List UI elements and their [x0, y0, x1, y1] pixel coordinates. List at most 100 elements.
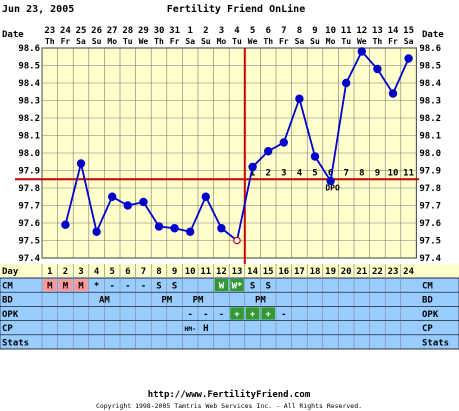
y-tick-label-right: 97.8	[419, 184, 441, 194]
y-tick-label-left: 98.0	[18, 149, 40, 159]
temperature-point	[373, 64, 382, 74]
dpo-label: 1	[250, 168, 255, 178]
highlight-cell	[58, 279, 73, 292]
date-number: 13	[372, 26, 383, 36]
dpo-label: 9	[375, 168, 380, 178]
date-number: 25	[76, 26, 87, 36]
temperature-point	[76, 159, 86, 168]
date-number: 1	[187, 26, 192, 36]
y-tick-label-right: 97.4	[419, 254, 441, 264]
dpo-label: 3	[281, 168, 286, 178]
y-tick-label-left: 97.9	[18, 167, 40, 177]
row-label-right-stats: Stats	[422, 338, 449, 348]
y-tick-label-left: 97.8	[18, 184, 40, 194]
date-number: 2	[203, 26, 208, 36]
cell-value: -	[187, 310, 192, 320]
row-label-right-cp: CP	[422, 324, 433, 334]
date-number: 30	[154, 26, 165, 36]
chart-date: Jun 23, 2005	[2, 4, 74, 15]
day-number: 22	[372, 267, 383, 277]
cell-value: PM	[193, 296, 204, 306]
y-tick-label-left: 97.7	[18, 202, 40, 212]
day-number: 16	[278, 267, 289, 277]
footer-url[interactable]: http://www.FertilityFriend.com	[148, 389, 311, 400]
row-label-cp: CP	[2, 324, 13, 334]
cell-value: M	[47, 282, 53, 292]
cell-value: +	[234, 310, 240, 320]
day-number: 1	[47, 267, 52, 277]
y-tick-label-right: 97.9	[419, 167, 441, 177]
date-number: 15	[403, 26, 414, 36]
cell-value: S	[156, 282, 161, 292]
highlight-cell	[245, 307, 260, 320]
date-weekday: We	[139, 37, 149, 46]
date-weekday: Sa	[295, 37, 305, 46]
temperature-point	[139, 197, 148, 207]
y-tick-label-right: 98.4	[419, 79, 441, 89]
cell-value: -	[125, 282, 130, 292]
day-number: 21	[356, 267, 367, 277]
row-label-stats: Stats	[2, 338, 29, 348]
date-number: 29	[138, 26, 149, 36]
date-weekday: Tu	[123, 37, 133, 46]
day-number: 9	[172, 267, 177, 277]
cell-value: S	[250, 282, 255, 292]
date-weekday: We	[357, 37, 367, 46]
y-tick-label-right: 98.1	[419, 132, 441, 142]
temperature-point	[404, 54, 413, 63]
temperature-point	[170, 224, 179, 233]
day-number: 12	[216, 267, 227, 277]
date-weekday: Sa	[185, 37, 195, 46]
y-tick-label-left: 97.6	[18, 219, 40, 229]
dpo-label: 2	[265, 168, 270, 178]
date-weekday: Tu	[232, 37, 242, 46]
y-tick-label-left: 98.1	[18, 132, 40, 142]
cell-value: PM	[255, 296, 266, 306]
day-number: 15	[263, 267, 274, 277]
day-number: 14	[247, 267, 258, 277]
temperature-point	[185, 227, 195, 236]
temperature-point	[92, 227, 101, 236]
day-row-label: Day	[2, 267, 19, 277]
date-weekday: Tu	[341, 37, 351, 46]
dpo-label: 11	[403, 168, 414, 178]
day-number: 24	[403, 267, 414, 277]
y-tick-label-left: 98.4	[18, 79, 40, 89]
date-number: 10	[325, 26, 336, 36]
highlight-cell	[214, 279, 229, 292]
highlight-cell	[261, 307, 275, 320]
date-number: 6	[265, 26, 270, 36]
row-label-bd: BD	[2, 296, 13, 306]
day-number: 20	[341, 267, 352, 277]
row-label-cm: CM	[2, 282, 13, 292]
cell-value: S	[265, 282, 270, 292]
date-weekday: Th	[373, 37, 383, 46]
row-label-right-opk: OPK	[422, 310, 439, 320]
date-number: 26	[91, 26, 102, 36]
temperature-point	[107, 192, 117, 201]
highlight-cell	[230, 307, 244, 320]
cell-value: W	[219, 282, 225, 292]
cell-value: W*	[232, 282, 243, 292]
date-number: 24	[60, 26, 71, 36]
date-weekday: Mo	[217, 37, 227, 46]
y-tick-label-left: 98.3	[18, 97, 40, 107]
y-tick-label-right: 98.2	[419, 114, 441, 124]
y-tick-label-right: 98.5	[419, 62, 441, 72]
date-number: 28	[122, 26, 133, 36]
cell-value: -	[219, 310, 224, 320]
cell-value: -	[281, 310, 286, 320]
day-number: 17	[294, 267, 305, 277]
date-weekday: Fr	[170, 37, 180, 46]
temperature-point	[154, 222, 164, 231]
highlight-cell	[43, 279, 57, 292]
date-number: 14	[388, 26, 399, 36]
cell-value: H	[203, 324, 208, 334]
day-number: 23	[388, 267, 399, 277]
dpo-label: 5	[312, 168, 317, 178]
y-tick-label-left: 98.6	[18, 44, 40, 54]
date-weekday: We	[248, 37, 258, 46]
temperature-point	[279, 138, 288, 147]
cell-value: +	[265, 310, 271, 320]
date-weekday: Mo	[326, 37, 336, 46]
